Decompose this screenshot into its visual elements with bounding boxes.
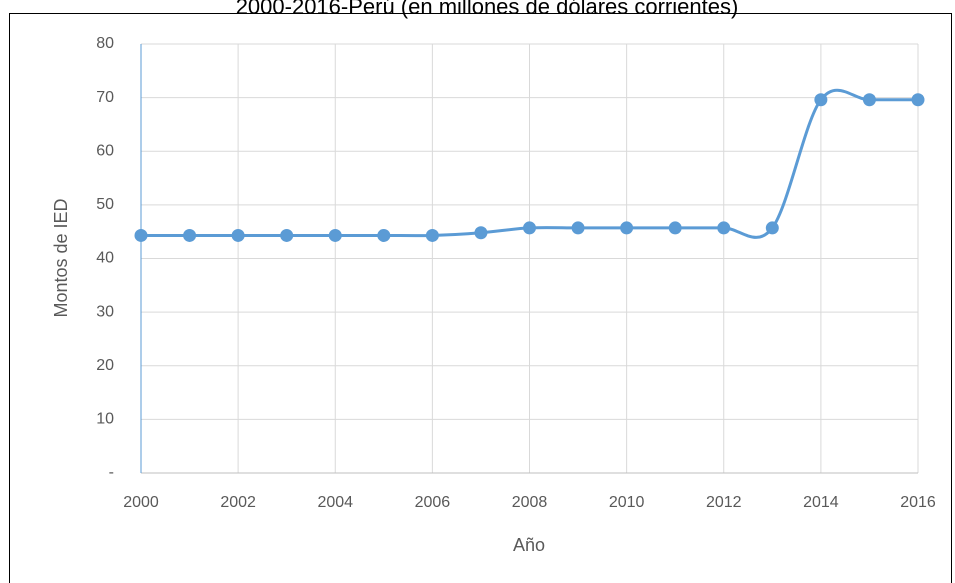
y-tick-label: 30 [96,303,114,320]
data-point [765,221,779,235]
x-tick-label: 2000 [123,494,159,511]
data-point [328,228,342,242]
data-point [814,93,828,107]
y-tick-label: 50 [96,196,114,213]
data-point [134,228,148,242]
y-tick-label: 40 [96,250,114,267]
y-tick-label: 10 [96,411,114,428]
data-point [377,228,391,242]
x-axis-title: Año [513,535,545,555]
data-point [911,93,925,107]
data-point [280,228,294,242]
y-tick-label: 70 [96,89,114,106]
x-tick-label: 2010 [609,494,645,511]
x-tick-label: 2014 [803,494,839,511]
x-tick-label: 2016 [900,494,936,511]
data-point [523,221,536,235]
data-point [231,228,245,242]
y-tick-label: 20 [96,357,114,374]
y-tick-label: - [109,464,114,481]
x-tick-label: 2004 [317,494,353,511]
data-point [620,221,634,235]
data-point [862,93,876,107]
x-tick-label: 2002 [220,494,256,511]
data-point [668,221,682,235]
data-point [183,228,197,242]
y-tick-label: 60 [96,142,114,159]
x-tick-label: 2006 [415,494,451,511]
data-point [425,228,439,242]
x-tick-label: 2012 [706,494,742,511]
x-tick-label: 2008 [512,494,548,511]
y-axis-title: Montos de IED [51,198,71,317]
chart-border [9,13,952,583]
series-line [140,88,918,239]
data-point [571,221,585,235]
chart-title: 2000-2016-Perú (en millones de dólares c… [236,0,739,19]
y-tick-label: 80 [96,35,114,52]
data-point [474,226,488,240]
data-point [717,221,731,235]
